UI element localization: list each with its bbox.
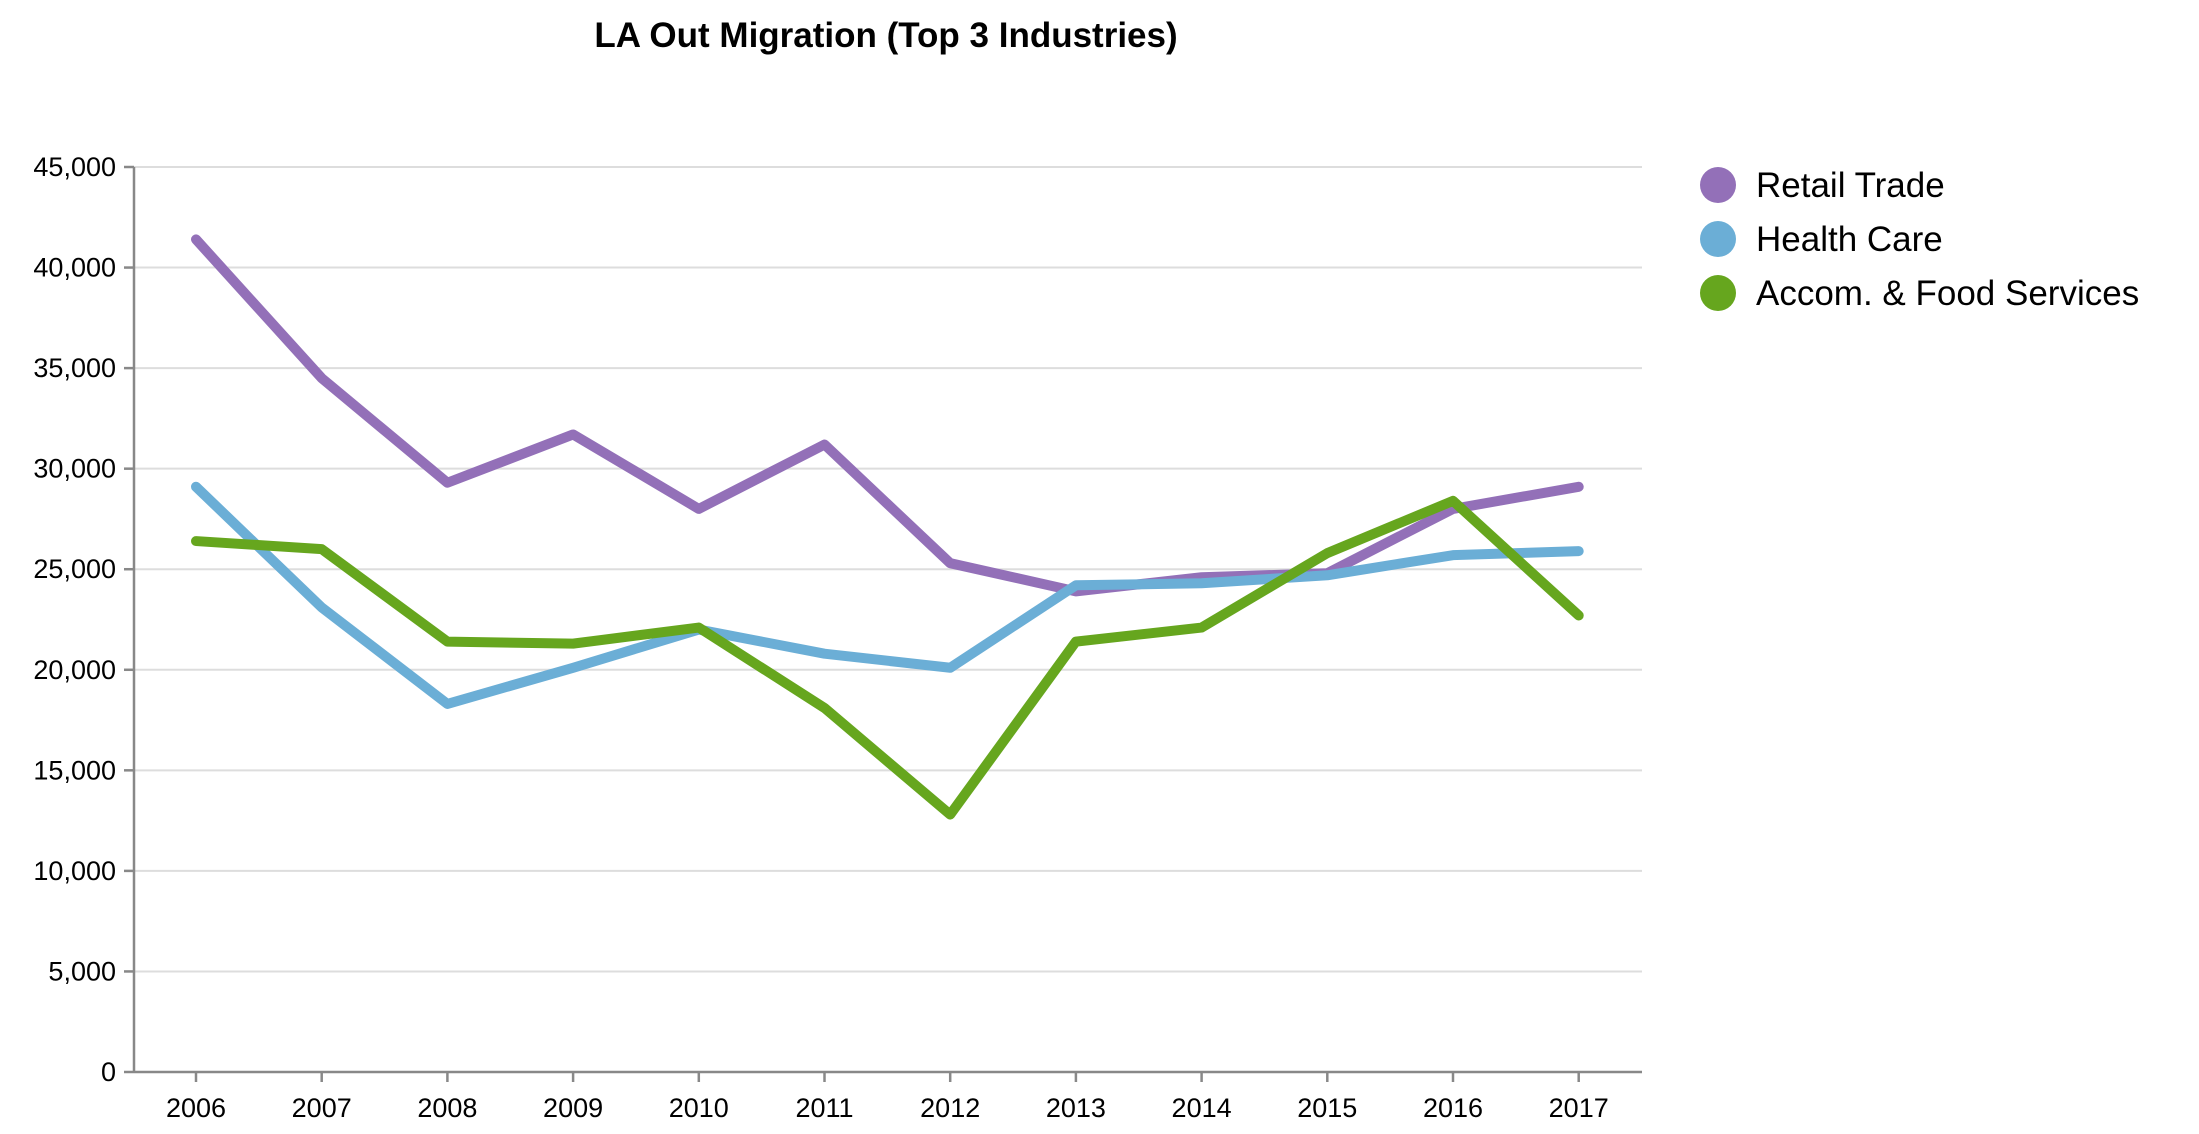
series-lines — [191, 234, 1584, 820]
x-tick-label: 2017 — [1549, 1093, 1609, 1123]
series-line-health-care — [191, 481, 1584, 709]
data-point-health-care-2011 — [820, 649, 830, 659]
y-tick-label: 20,000 — [33, 655, 116, 685]
x-tick-label: 2009 — [543, 1093, 603, 1123]
x-tick-label: 2013 — [1046, 1093, 1106, 1123]
x-tick-label: 2006 — [166, 1093, 226, 1123]
data-point-accom-food-services-2011 — [820, 703, 830, 713]
x-tick-label: 2008 — [417, 1093, 477, 1123]
y-tick-label: 35,000 — [33, 353, 116, 383]
x-tick-label: 2010 — [669, 1093, 729, 1123]
x-tick-label: 2016 — [1423, 1093, 1483, 1123]
x-tick-label: 2011 — [795, 1093, 853, 1123]
data-point-retail-trade-2017 — [1574, 482, 1584, 492]
y-tick-label: 25,000 — [33, 554, 116, 584]
series-line-retail-trade — [191, 234, 1584, 597]
y-tick-label: 10,000 — [33, 856, 116, 886]
y-tick-label: 40,000 — [33, 253, 116, 283]
data-point-accom-food-services-2013 — [1071, 637, 1081, 647]
data-point-health-care-2007 — [317, 602, 327, 612]
y-tick-label: 30,000 — [33, 454, 116, 484]
legend-label-health-care: Health Care — [1756, 220, 1943, 259]
x-tick-label: 2007 — [292, 1093, 352, 1123]
data-point-accom-food-services-2007 — [317, 544, 327, 554]
data-point-accom-food-services-2015 — [1322, 548, 1332, 558]
gridlines — [134, 166, 1642, 973]
legend: Retail Trade Health Care Accom. & Food Ser… — [1700, 166, 2139, 313]
data-point-accom-food-services-2012 — [945, 810, 955, 820]
data-point-accom-food-services-2016 — [1448, 496, 1458, 506]
data-point-health-care-2014 — [1197, 578, 1207, 588]
data-point-accom-food-services-2010 — [694, 623, 704, 633]
y-tick-label: 45,000 — [33, 152, 116, 182]
data-point-health-care-2016 — [1448, 550, 1458, 560]
y-tick-label: 0 — [101, 1057, 116, 1087]
data-point-health-care-2017 — [1574, 546, 1584, 556]
data-point-health-care-2006 — [191, 482, 201, 492]
series-line-accom-food-services — [191, 495, 1584, 820]
data-point-health-care-2009 — [568, 663, 578, 673]
y-tick-label: 15,000 — [33, 755, 116, 785]
data-point-retail-trade-2007 — [317, 373, 327, 383]
data-point-accom-food-services-2014 — [1197, 623, 1207, 633]
legend-marker-health-care — [1700, 221, 1736, 257]
legend-marker-retail-trade — [1700, 167, 1736, 203]
legend-label-retail-trade: Retail Trade — [1756, 166, 1945, 205]
legend-marker-accom-food-services — [1700, 275, 1736, 311]
data-point-retail-trade-2011 — [820, 440, 830, 450]
x-tick-label: 2015 — [1297, 1093, 1357, 1123]
data-point-accom-food-services-2008 — [442, 637, 452, 647]
axes: 0 5,000 10,000 15,000 20,000 25,000 30,000 35,0… — [33, 152, 1642, 1123]
x-tick-label: 2012 — [920, 1093, 980, 1123]
data-point-retail-trade-2012 — [945, 558, 955, 568]
data-point-retail-trade-2009 — [568, 429, 578, 439]
data-point-accom-food-services-2017 — [1574, 610, 1584, 620]
legend-label-accom-food-services: Accom. & Food Services — [1756, 274, 2139, 313]
data-point-health-care-2012 — [945, 663, 955, 673]
data-point-retail-trade-2008 — [442, 478, 452, 488]
data-point-health-care-2013 — [1071, 580, 1081, 590]
data-point-retail-trade-2006 — [191, 234, 201, 244]
y-tick-label: 5,000 — [48, 956, 116, 986]
data-point-health-care-2015 — [1322, 570, 1332, 580]
x-tick-label: 2014 — [1172, 1093, 1232, 1123]
chart-title: LA Out Migration (Top 3 Industries) — [594, 16, 1177, 55]
data-point-accom-food-services-2009 — [568, 639, 578, 649]
data-point-accom-food-services-2006 — [191, 536, 201, 546]
data-point-retail-trade-2010 — [694, 504, 704, 514]
data-point-health-care-2008 — [442, 699, 452, 709]
